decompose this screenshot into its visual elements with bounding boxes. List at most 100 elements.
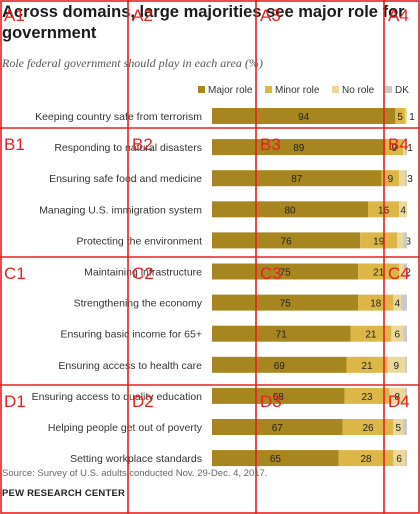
value-label-none: 8 [394, 392, 400, 403]
row-label: Ensuring access to health care [58, 360, 202, 372]
bar-segment-dk [405, 450, 407, 467]
value-label-minor: 19 [373, 236, 385, 247]
bar-segment-minor [385, 139, 404, 156]
org-name: PEW RESEARCH CENTER [2, 488, 126, 499]
overlay-cell-label: D3 [260, 392, 282, 411]
value-label-major: 67 [272, 423, 284, 434]
source-note: Source: Survey of U.S. adults conducted … [2, 468, 268, 479]
bar-segment-major [212, 356, 347, 373]
row-label: Maintaining infrastructure [84, 267, 202, 279]
legend-label-none: No role [342, 85, 375, 96]
chart-row: Helping people get out of poverty 67 26 5 [48, 419, 407, 435]
overlay-cell-label: A3 [260, 6, 281, 25]
bar-segment-dk [403, 419, 407, 435]
value-label-none: 9 [393, 361, 399, 372]
value-label-minor: 21 [361, 361, 373, 372]
chart-row: Managing U.S. immigration system80164 [39, 201, 407, 218]
bar-segment-major [212, 108, 396, 124]
value-label-none: 1 [409, 112, 415, 123]
value-label-major: 76 [281, 236, 293, 247]
bar-segment-none [393, 294, 402, 311]
bar-segment-none [391, 325, 404, 342]
row-label: Helping people get out of poverty [48, 422, 203, 434]
bar-segment-none [399, 170, 406, 187]
value-label-major: 80 [284, 205, 296, 216]
chart-subtitle: Role federal government should play in e… [2, 56, 263, 70]
bar-segment-dk [403, 263, 407, 280]
chart-row: Protecting the environment 76 19 3 [77, 232, 411, 249]
overlay-cell-label: C4 [388, 264, 410, 283]
chart-row: Ensuring basic income for 65+ 71 21 6 [60, 325, 407, 342]
bar-segment-major [212, 325, 351, 342]
row-label: Keeping country safe from terrorism [35, 111, 202, 123]
value-label-none: 2 [405, 268, 411, 279]
bar-segment-major [212, 232, 361, 249]
value-label-none: 4 [400, 205, 406, 216]
bar-segment-major [212, 387, 345, 404]
bar-segment-minor [346, 356, 388, 373]
bar-segment-major [212, 450, 339, 467]
overlay-cell-label: C3 [260, 264, 282, 283]
bar-segment-none [393, 419, 404, 435]
value-label-major: 89 [293, 143, 305, 154]
bar-segment-none [397, 232, 404, 249]
legend-swatch-minor [265, 86, 272, 93]
bar-segment-none [393, 450, 406, 467]
bar-segment-none [403, 139, 406, 156]
bar-segment-minor [395, 108, 406, 124]
overlay-cell-label: B2 [132, 135, 153, 154]
legend-swatch-dk [385, 86, 392, 93]
value-label-none: 4 [394, 299, 400, 310]
value-label-none: 5 [395, 423, 401, 434]
legend-label-minor: Minor role [275, 85, 320, 96]
bar-segment-major [212, 170, 382, 187]
legend-swatch-none [332, 86, 339, 93]
overlay-cell-label: D2 [132, 392, 154, 411]
value-label-minor: 21 [373, 268, 385, 279]
value-label-minor: 26 [362, 423, 374, 434]
row-label: Ensuring basic income for 65+ [60, 329, 202, 341]
bar-segment-none [389, 387, 406, 404]
bar-segment-major [212, 201, 368, 218]
row-label: Ensuring safe food and medicine [49, 173, 202, 185]
row-label: Ensuring access to quality education [32, 391, 203, 403]
overlay-cell-label: B4 [388, 135, 409, 154]
value-label-major: 87 [291, 174, 303, 185]
bar-segment-dk [403, 232, 407, 249]
value-label-none: 6 [394, 330, 400, 341]
overlay-cell-label: B3 [260, 135, 281, 154]
value-label-none: 1 [407, 143, 413, 154]
value-label-major: 71 [276, 330, 288, 341]
value-label-major: 75 [280, 268, 292, 279]
bar-segment-dk [405, 356, 407, 373]
bar-segment-major [212, 419, 343, 435]
chart-row: Responding to natural disasters 89 9 1 [54, 139, 413, 156]
bar-segment-none [399, 201, 407, 218]
value-label-minor: 9 [392, 143, 398, 154]
chart-row: Ensuring safe food and medicine 87 9 3 [49, 170, 413, 187]
value-label-minor: 21 [365, 330, 377, 341]
bar-segment-major [212, 263, 359, 280]
chart-row: Strengthening the economy 75 18 4 [74, 294, 407, 311]
overlay-cell-label: A4 [388, 6, 409, 25]
row-label: Strengthening the economy [74, 298, 203, 310]
chart-row: Setting workplace standards 65 28 6 [70, 450, 407, 467]
overlay-cell-label: C2 [132, 264, 154, 283]
bar-segment-minor [350, 325, 392, 342]
value-label-major: 94 [298, 112, 310, 123]
value-label-minor: 28 [360, 454, 372, 465]
value-label-none: 3 [405, 236, 411, 247]
chart-row: Ensuring access to quality education 68 23… [32, 387, 407, 404]
chart-title: Across domains, large majorities see maj… [2, 3, 405, 42]
value-label-major: 68 [273, 392, 285, 403]
bar-segment-dk [405, 139, 407, 156]
bar-segment-none [387, 356, 406, 373]
value-label-major: 75 [280, 299, 292, 310]
overlay-cell-label: C1 [4, 264, 26, 283]
legend-label-dk: DK [395, 85, 409, 96]
legend-label-major: Major role [208, 85, 253, 96]
bar-segment-minor [358, 263, 400, 280]
value-label-minor: 18 [370, 299, 382, 310]
bar-segment-none [399, 263, 404, 280]
